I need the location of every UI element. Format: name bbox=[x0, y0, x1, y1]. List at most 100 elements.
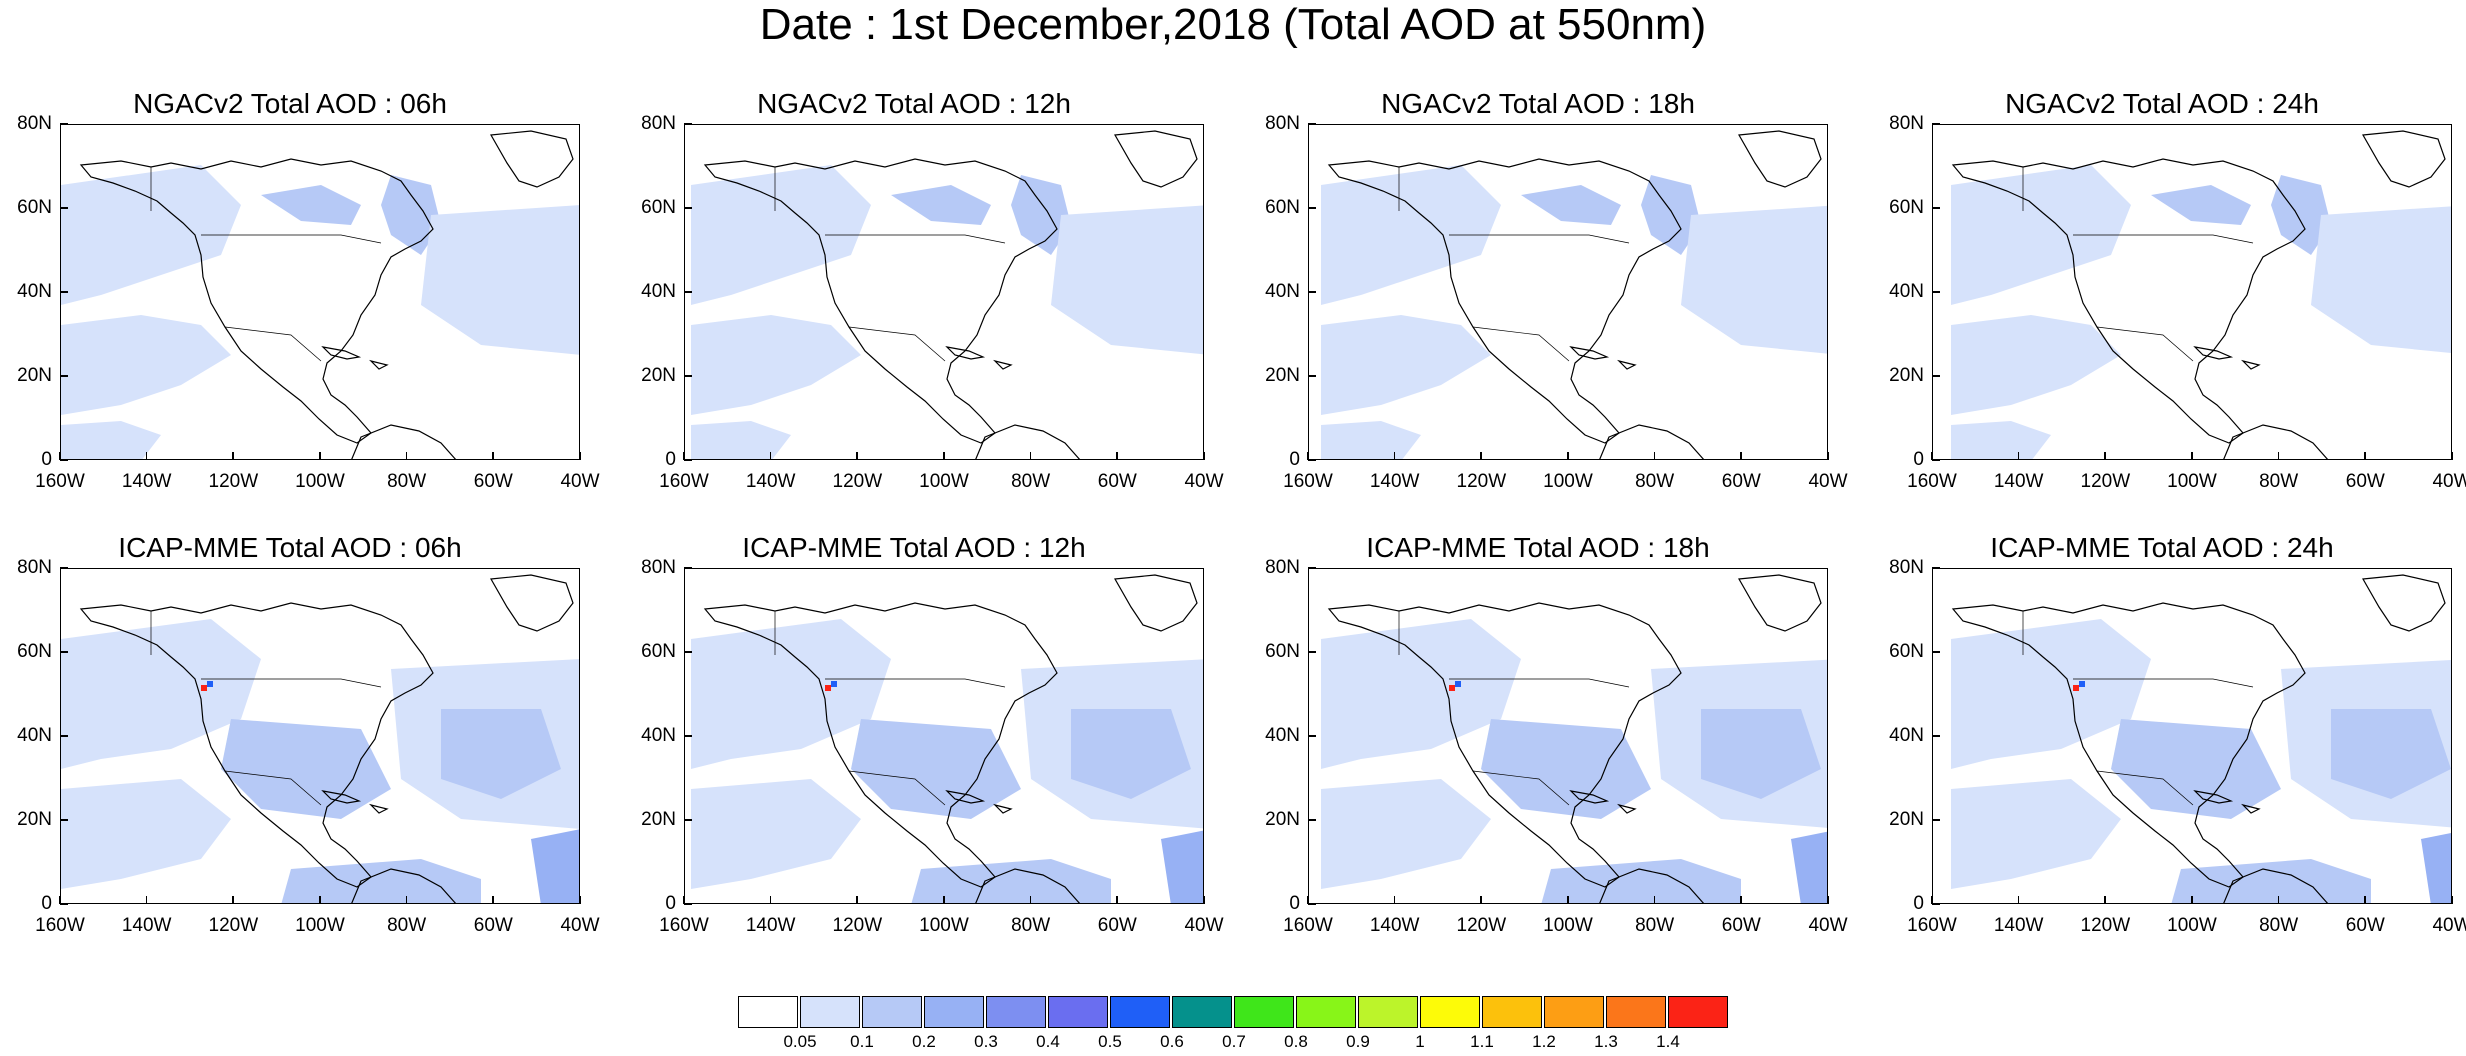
aod-shaded-region bbox=[1321, 421, 1421, 459]
map-panel: ICAP-MME Total AOD : 12h 80N 60N 40N 20N 0 160… bbox=[624, 532, 1223, 972]
longitude-tick-label: 100W bbox=[295, 471, 345, 492]
longitude-tick-label: 140W bbox=[1369, 915, 1420, 936]
aod-shaded-region bbox=[2151, 185, 2251, 225]
latitude-tick bbox=[60, 819, 68, 821]
high-aod-pixel bbox=[2073, 685, 2079, 691]
high-aod-pixel bbox=[1449, 685, 1455, 691]
longitude-tick-label: 120W bbox=[208, 915, 259, 936]
longitude-tick bbox=[1307, 896, 1309, 904]
panel-title: NGACv2 Total AOD : 12h bbox=[757, 88, 1071, 119]
aod-shaded-region bbox=[61, 165, 241, 305]
longitude-tick bbox=[1567, 896, 1569, 904]
map-frame bbox=[1308, 568, 1828, 904]
longitude-tick bbox=[1116, 452, 1118, 460]
latitude-tick bbox=[60, 207, 68, 209]
colorbar-swatch bbox=[1544, 996, 1604, 1028]
latitude-tick-label: 80N bbox=[1265, 557, 1300, 578]
longitude-tick bbox=[769, 896, 772, 904]
longitude-tick-label: 80W bbox=[387, 915, 427, 936]
map-frame bbox=[684, 568, 1204, 904]
latitude-tick-label: 20N bbox=[1265, 365, 1300, 386]
latitude-tick-label: 60N bbox=[1889, 641, 1924, 662]
longitude-tick bbox=[145, 896, 148, 904]
longitude-tick bbox=[232, 452, 234, 460]
longitude-tick-label: 60W bbox=[2345, 471, 2385, 492]
latitude-tick-label: 60N bbox=[17, 641, 52, 662]
panel-title: NGACv2 Total AOD : 06h bbox=[133, 88, 447, 119]
longitude-tick bbox=[769, 452, 772, 460]
coastline bbox=[1951, 602, 2306, 888]
latitude-tick bbox=[1932, 459, 1940, 461]
longitude-tick bbox=[405, 452, 408, 460]
latitude-tick-label: 20N bbox=[1889, 809, 1924, 830]
aod-shaded-region bbox=[691, 421, 791, 459]
longitude-tick bbox=[1827, 452, 1829, 460]
latitude-tick bbox=[60, 291, 68, 293]
longitude-tick bbox=[2104, 896, 2106, 904]
coastline bbox=[2193, 346, 2261, 370]
longitude-tick-label: 60W bbox=[473, 471, 513, 492]
latitude-tick-label: 40N bbox=[1265, 281, 1300, 302]
coastline bbox=[1738, 130, 1822, 188]
aod-shaded-region bbox=[1321, 165, 1501, 305]
colorbar-swatch bbox=[1606, 996, 1666, 1028]
aod-map bbox=[1951, 130, 2451, 459]
aod-shaded-region bbox=[2271, 175, 2331, 255]
colorbar-label: 1.4 bbox=[1656, 1032, 1680, 1051]
aod-map bbox=[1951, 574, 2451, 903]
coastline bbox=[1569, 790, 1637, 814]
country-border bbox=[1449, 678, 1630, 806]
latitude-tick bbox=[1308, 735, 1316, 737]
aod-shaded-region bbox=[1161, 830, 1203, 903]
coastline bbox=[1738, 574, 1822, 632]
latitude-tick bbox=[60, 903, 68, 905]
longitude-tick-label: 120W bbox=[208, 471, 259, 492]
latitude-tick bbox=[60, 735, 68, 737]
longitude-tick bbox=[579, 452, 581, 460]
colorbar-label: 0.2 bbox=[912, 1032, 936, 1051]
latitude-tick-label: 80N bbox=[1265, 113, 1300, 134]
latitude-tick-label: 20N bbox=[1889, 365, 1924, 386]
longitude-tick bbox=[1307, 452, 1309, 460]
latitude-tick-label: 40N bbox=[641, 281, 676, 302]
latitude-tick-label: 60N bbox=[641, 641, 676, 662]
coastline bbox=[1951, 158, 2306, 444]
longitude-tick-label: 40W bbox=[1808, 471, 1848, 492]
aod-shaded-region bbox=[1011, 175, 1071, 255]
latitude-tick-label: 0 bbox=[41, 893, 52, 914]
panel-title: NGACv2 Total AOD : 24h bbox=[2005, 88, 2319, 119]
longitude-tick bbox=[319, 896, 321, 904]
longitude-tick bbox=[856, 896, 858, 904]
coastline bbox=[79, 602, 434, 888]
map-panel: NGACv2 Total AOD : 06h 80N 60N 40N 20N 0 160W 1… bbox=[0, 88, 599, 528]
longitude-tick-label: 160W bbox=[35, 471, 85, 492]
longitude-tick bbox=[1931, 452, 1933, 460]
latitude-tick-label: 40N bbox=[1889, 725, 1924, 746]
aod-shaded-region bbox=[531, 829, 579, 903]
longitude-tick bbox=[1480, 896, 1482, 904]
map-frame bbox=[684, 124, 1204, 460]
latitude-tick-label: 80N bbox=[17, 557, 52, 578]
aod-shaded-region bbox=[851, 719, 1021, 819]
aod-shaded-region bbox=[2331, 709, 2451, 799]
longitude-tick-label: 140W bbox=[1993, 915, 2044, 936]
map-frame bbox=[60, 568, 580, 904]
longitude-tick bbox=[2104, 452, 2106, 460]
coastline bbox=[2223, 424, 2329, 459]
longitude-tick bbox=[2191, 452, 2193, 460]
latitude-tick bbox=[1308, 291, 1316, 293]
latitude-tick-label: 80N bbox=[641, 113, 676, 134]
aod-shaded-region bbox=[1321, 315, 1491, 415]
aod-shaded-region bbox=[421, 205, 579, 355]
aod-shaded-region bbox=[1951, 619, 2151, 769]
longitude-tick-label: 120W bbox=[2080, 915, 2131, 936]
aod-shaded-region bbox=[2311, 206, 2451, 353]
longitude-tick bbox=[1567, 452, 1569, 460]
country-border bbox=[2073, 234, 2254, 362]
longitude-tick-label: 100W bbox=[1543, 915, 1593, 936]
latitude-tick-label: 0 bbox=[665, 893, 676, 914]
country-border bbox=[201, 234, 382, 362]
aod-shaded-region bbox=[911, 859, 1111, 903]
high-aod-pixel bbox=[1455, 681, 1461, 687]
latitude-tick bbox=[684, 123, 692, 125]
